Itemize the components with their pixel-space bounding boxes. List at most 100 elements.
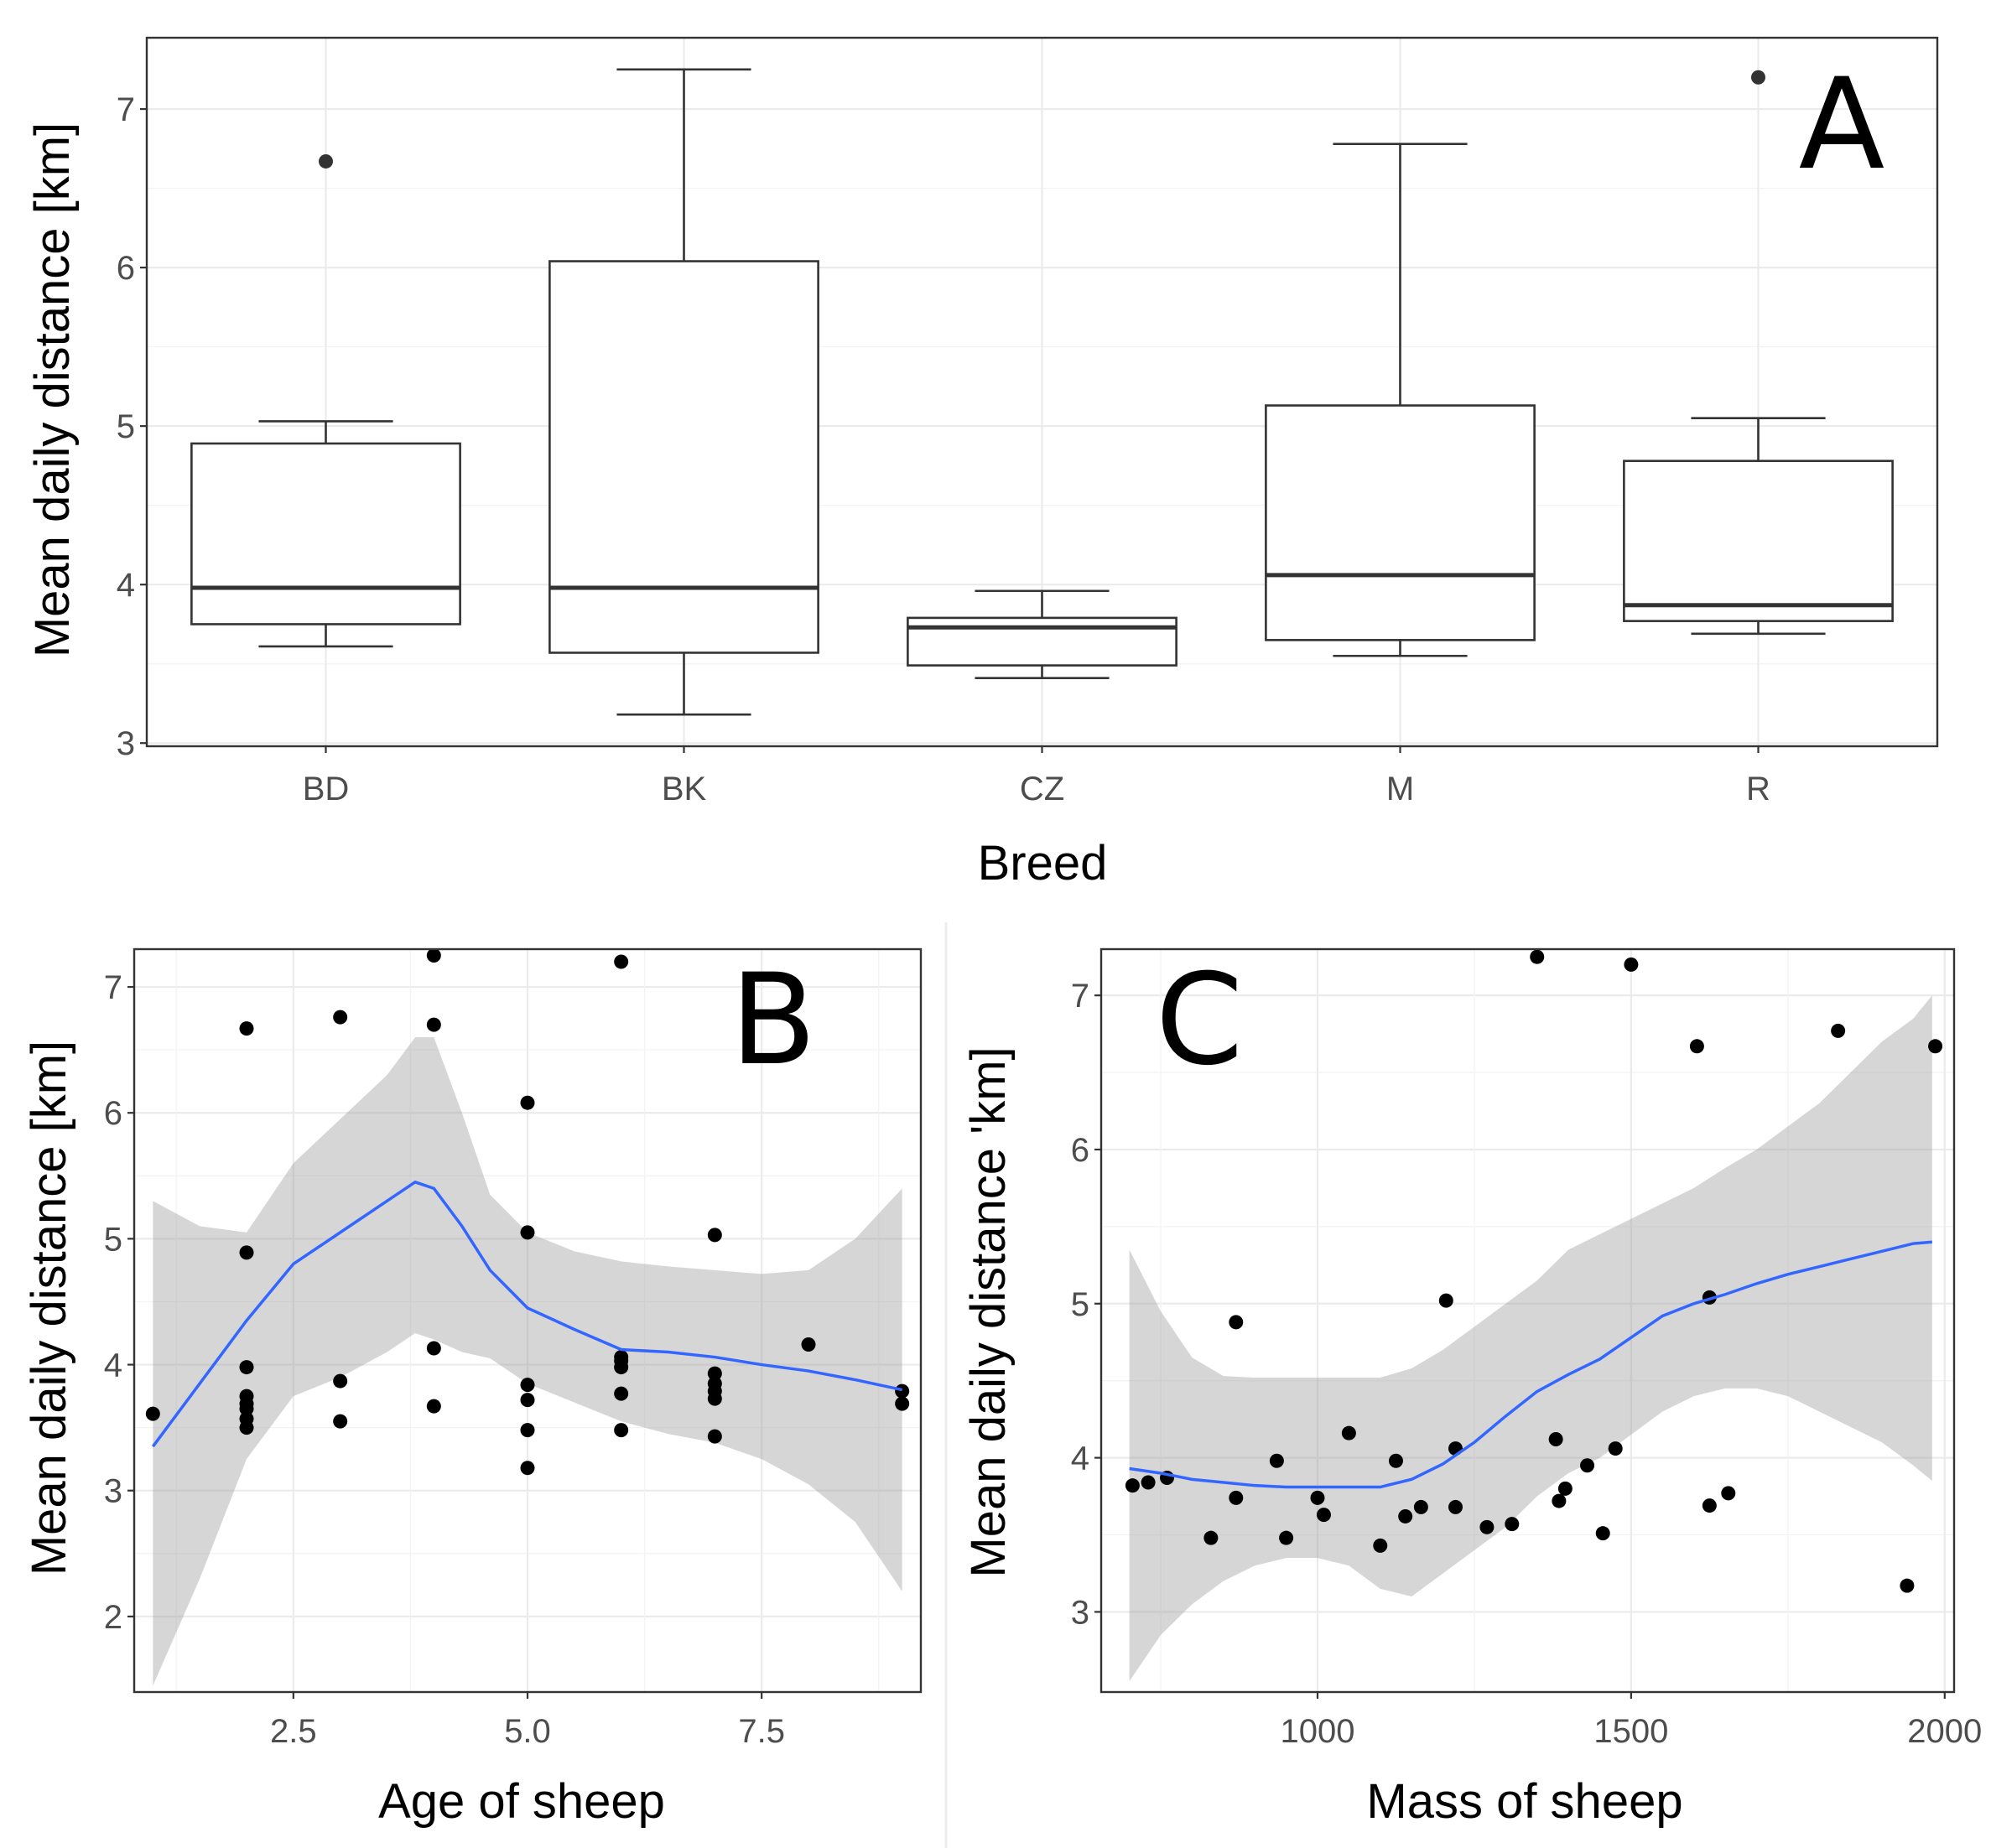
panel-b-y-tick-label: 3	[104, 1473, 122, 1510]
panel-b-data-point	[895, 1396, 910, 1411]
panel-b-data-point	[520, 1225, 535, 1240]
panel-c-data-point	[1310, 1490, 1325, 1505]
panel-c-x-tick-label: 1500	[1593, 1713, 1668, 1750]
panel-b-data-point	[614, 1386, 629, 1401]
panel-c-letter: C	[1156, 947, 1244, 1093]
panel-a-y-tick-label: 5	[117, 408, 135, 445]
panel-a-y-tick-label: 3	[117, 725, 135, 762]
panel-b-data-point	[239, 1021, 254, 1036]
panel-c-data-point	[1608, 1441, 1623, 1456]
box-r-outlier	[1751, 70, 1765, 85]
box-r	[1623, 459, 1894, 622]
panel-a-x-tick-label: BD	[303, 771, 350, 807]
panel-c-data-point	[1552, 1493, 1567, 1508]
panel-b-scatter: 2 3 4 5 6 7 2.5 5.0 7.5 Age of sheep Mean daily …	[22, 947, 923, 1829]
panel-c-data-point	[1721, 1486, 1736, 1501]
panel-b-y-tick-label: 4	[104, 1347, 122, 1384]
panel-c-scatter: 3 4 5 6 7 1000 1500 2000 Mass of sheep Mean dai…	[961, 947, 1982, 1829]
panel-b-data-point	[333, 1373, 348, 1389]
panel-b-letter: B	[730, 947, 817, 1093]
panel-c-y-tick-label: 3	[1071, 1594, 1089, 1631]
panel-b-x-tick-label: 2.5	[270, 1713, 317, 1750]
panel-a-boxes	[190, 68, 1894, 716]
panel-c-data-point	[1557, 1481, 1573, 1496]
panel-c-y-tick-label: 7	[1071, 978, 1089, 1015]
panel-c-data-point	[1900, 1578, 1915, 1593]
panel-c-data-point	[1624, 957, 1639, 972]
panel-c-data-point	[1928, 1039, 1943, 1054]
panel-b-data-point	[707, 1228, 722, 1243]
panel-c-x-axis-title: Mass of sheep	[1366, 1774, 1682, 1829]
panel-b-data-point	[801, 1337, 816, 1352]
panel-c-data-point	[1438, 1293, 1453, 1308]
panel-c-frame	[1099, 947, 1956, 1694]
panel-c-data-point	[1398, 1508, 1413, 1524]
panel-b-y-tick-label: 6	[104, 1095, 122, 1132]
panel-c-data-point	[1413, 1499, 1428, 1514]
panel-b-data-point	[614, 954, 629, 969]
panel-b-y-tick-label: 5	[104, 1221, 122, 1258]
panel-b-data-point	[520, 1378, 535, 1393]
panel-c-data-point	[1229, 1490, 1244, 1505]
panel-a-y-tick-label: 4	[117, 567, 135, 604]
panel-c-data-point	[1580, 1458, 1595, 1473]
panel-c-data-point	[1141, 1475, 1156, 1490]
panel-b-data-point	[614, 1423, 629, 1438]
panel-c-y-tick-label: 4	[1071, 1441, 1089, 1477]
panel-c-y-axis-title: Mean daily distance 'km]	[961, 1046, 1016, 1577]
panel-c-y-tick-label: 6	[1071, 1132, 1089, 1169]
panel-b-data-point	[145, 1406, 160, 1421]
panel-b-data-point	[239, 1420, 254, 1435]
panel-a-x-tick-label: BK	[662, 771, 707, 807]
panel-c-data-point	[1448, 1499, 1463, 1514]
panel-c-data-point	[1269, 1453, 1284, 1468]
panel-b-data-point	[333, 1414, 348, 1429]
panel-b-data-point	[426, 1399, 441, 1414]
panel-a-x-axis-title: Breed	[978, 836, 1108, 890]
panel-b-data-point	[895, 1383, 910, 1399]
panel-b-data-point	[707, 1391, 722, 1406]
panel-c-data-point	[1125, 1478, 1140, 1493]
panel-b-points	[145, 948, 910, 1476]
panel-b-data-point	[707, 1366, 722, 1381]
box-cz	[907, 616, 1177, 667]
panel-b-data-point	[520, 1423, 535, 1438]
panel-b-y-tick-label: 2	[104, 1599, 122, 1636]
panel-b-data-point	[239, 1401, 254, 1416]
box-bd	[190, 442, 461, 626]
box-bk	[548, 260, 819, 654]
panel-c-confidence-band	[1129, 995, 1932, 1682]
panel-c-loess-line	[1129, 1240, 1932, 1489]
panel-a-x-tick-label: R	[1746, 771, 1770, 807]
panel-c-data-point	[1689, 1039, 1704, 1054]
panel-b-data-point	[426, 948, 441, 963]
panel-b-data-point	[239, 1245, 254, 1260]
panel-b-data-point	[333, 1010, 348, 1025]
panel-c-y-tick-label: 5	[1071, 1286, 1089, 1323]
box-bd-outlier	[319, 153, 333, 169]
panel-b-y-tick-label: 7	[104, 969, 122, 1006]
panel-b-data-point	[520, 1095, 535, 1110]
box-m	[1265, 404, 1536, 641]
panel-c-data-point	[1229, 1315, 1244, 1330]
panel-c-data-point	[1702, 1498, 1717, 1513]
panel-b-loess-line	[151, 1180, 903, 1448]
panel-a-y-tick-label: 6	[117, 250, 135, 287]
panel-c-x-tick-label: 1000	[1280, 1713, 1354, 1750]
panel-c-ticks: 3 4 5 6 7 1000 1500 2000	[1071, 978, 1983, 1750]
panel-c-data-point	[1388, 1453, 1403, 1468]
panel-a-ticks: 3 4 5 6 7 BD BK CZ M R	[117, 91, 1770, 807]
panel-b-data-point	[426, 1017, 441, 1032]
panel-a-x-tick-label: CZ	[1020, 771, 1064, 807]
panel-c-data-point	[1316, 1508, 1331, 1523]
panel-b-data-point	[239, 1360, 254, 1375]
panel-a-letter: A	[1799, 52, 1885, 198]
panel-b-data-point	[426, 1341, 441, 1356]
panel-b-x-axis-title: Age of sheep	[378, 1774, 665, 1829]
panel-c-data-point	[1279, 1530, 1294, 1545]
panel-c-data-point	[1831, 1023, 1846, 1038]
panel-a-boxplot: 3 4 5 6 7 BD BK CZ M R Breed Mean daily distance …	[25, 36, 1939, 890]
panel-c-data-point	[1341, 1425, 1356, 1441]
panel-c-points	[1125, 949, 1943, 1593]
